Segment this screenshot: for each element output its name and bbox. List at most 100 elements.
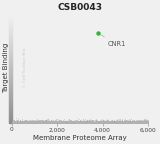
- Point: [123, 121, 126, 123]
- Point: [102, 122, 104, 124]
- Point: [138, 121, 140, 123]
- Point: [11, 122, 13, 124]
- Point: [122, 121, 125, 124]
- Point: [30, 121, 32, 124]
- Point: [107, 121, 110, 123]
- Point: [137, 121, 140, 123]
- Point: [75, 121, 78, 124]
- Point: [72, 121, 74, 123]
- Point: [125, 119, 128, 122]
- Point: [84, 122, 87, 124]
- Point: [94, 122, 96, 124]
- Point: [144, 121, 147, 123]
- Point: [21, 121, 23, 123]
- Point: [21, 122, 24, 124]
- Point: [139, 120, 142, 123]
- Point: [78, 120, 80, 123]
- Point: [144, 122, 147, 124]
- Point: [125, 122, 127, 124]
- Point: [102, 121, 105, 123]
- Point: [91, 120, 94, 123]
- Point: [16, 122, 19, 124]
- Point: [44, 122, 46, 124]
- Point: [104, 122, 107, 124]
- Point: [60, 119, 63, 122]
- Point: [91, 121, 94, 124]
- Point: [146, 120, 148, 122]
- Point: [32, 121, 34, 124]
- Point: [31, 119, 34, 122]
- Point: [101, 119, 104, 122]
- Point: [29, 122, 32, 124]
- Point: [83, 121, 85, 123]
- Point: [61, 121, 64, 123]
- Point: [58, 121, 61, 123]
- Point: [88, 120, 90, 122]
- Point: [105, 121, 107, 123]
- Point: [99, 120, 102, 122]
- Point: [59, 121, 61, 123]
- Point: [131, 121, 134, 123]
- Point: [65, 122, 67, 124]
- Point: [80, 121, 82, 124]
- Point: [75, 120, 77, 122]
- Point: [20, 120, 22, 123]
- Point: [99, 121, 101, 123]
- Point: [92, 119, 94, 122]
- Point: [34, 122, 36, 124]
- Point: [24, 121, 26, 124]
- Point: [56, 120, 59, 122]
- Point: [114, 122, 116, 124]
- Point: [102, 121, 104, 124]
- Point: [22, 121, 24, 123]
- Point: [94, 121, 97, 123]
- Point: [74, 122, 76, 124]
- Point: [131, 121, 134, 123]
- Bar: [9, 55, 12, 56]
- Point: [44, 120, 47, 122]
- Point: [20, 121, 22, 123]
- Point: [139, 121, 142, 123]
- Point: [94, 121, 97, 123]
- Point: [128, 122, 131, 124]
- Point: [124, 122, 127, 124]
- Point: [58, 122, 60, 124]
- Point: [137, 122, 139, 124]
- Point: [135, 122, 137, 124]
- Point: [138, 122, 141, 124]
- Point: [110, 121, 113, 123]
- Point: [41, 121, 44, 123]
- Point: [73, 120, 76, 122]
- Point: [88, 121, 90, 124]
- Point: [105, 122, 108, 124]
- Point: [67, 122, 70, 124]
- Point: [45, 121, 47, 124]
- Point: [59, 121, 61, 124]
- Point: [60, 122, 62, 124]
- Point: [96, 120, 99, 122]
- Point: [83, 121, 86, 123]
- Point: [128, 122, 131, 124]
- Point: [109, 122, 112, 124]
- Point: [89, 122, 92, 124]
- Point: [92, 122, 95, 124]
- Point: [40, 121, 43, 123]
- Point: [136, 120, 139, 122]
- Point: [39, 122, 41, 124]
- Point: [83, 122, 86, 124]
- Point: [45, 121, 47, 123]
- Point: [30, 121, 32, 124]
- Point: [140, 120, 142, 123]
- Point: [122, 120, 125, 123]
- Point: [59, 119, 61, 121]
- Point: [124, 120, 127, 122]
- Point: [24, 121, 27, 123]
- Point: [15, 120, 18, 122]
- Point: [113, 121, 116, 123]
- Point: [67, 120, 69, 123]
- Point: [29, 121, 32, 123]
- Point: [67, 121, 70, 123]
- Point: [76, 119, 78, 122]
- Point: [104, 120, 106, 122]
- Point: [127, 121, 130, 124]
